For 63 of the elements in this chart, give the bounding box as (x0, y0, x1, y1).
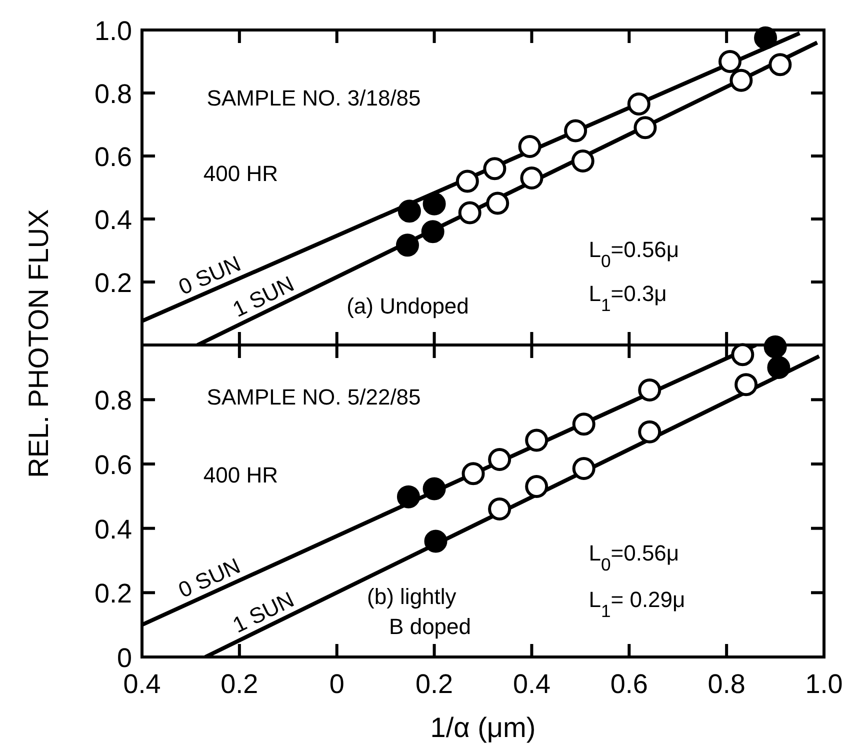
point (398, 200, 421, 223)
y-tick-label: 0.8 (94, 386, 132, 416)
x-tick-label: 0.4 (512, 669, 550, 699)
point (396, 485, 420, 508)
text: 0 SUN (174, 250, 244, 300)
y-tick-label: 0.8 (94, 79, 132, 109)
point (754, 26, 778, 50)
annotation: 400 HR (203, 161, 278, 186)
point (730, 68, 753, 92)
annotation: (a) Undoped (346, 294, 469, 318)
x-tick-label: 0.2 (220, 669, 258, 699)
x-tick-label: 0.2 (416, 669, 454, 699)
point (520, 166, 544, 190)
point (734, 373, 758, 396)
annotation: 400 HR (203, 462, 278, 488)
y-tick-label: 0.6 (94, 450, 132, 480)
point (422, 477, 446, 500)
y-tick-label: 0.2 (94, 578, 132, 609)
annotation: SAMPLE NO. 5/22/85 (206, 384, 421, 410)
y-tick-label: 0.4 (94, 514, 132, 544)
point (396, 234, 419, 257)
point (488, 498, 512, 521)
point (571, 150, 594, 173)
x-axis-title: 1/α (μm) (430, 712, 536, 743)
y-axis-title: REL. PHOTON FLUX (23, 208, 54, 478)
point (456, 170, 479, 193)
point (462, 462, 485, 486)
point (731, 343, 754, 366)
y-tick-label: 0.2 (94, 268, 132, 298)
y-tick-label: 0.4 (94, 205, 132, 235)
point (458, 201, 482, 224)
annotation: L$_{1}$= 0.29μ (588, 587, 686, 622)
point (564, 119, 588, 142)
point (627, 92, 650, 116)
annotation: L$_{0}$=0.56μ (588, 540, 680, 574)
point (525, 428, 548, 452)
annotation: L$_{0}$=0.56μ (588, 236, 680, 271)
point (718, 50, 742, 73)
point (486, 192, 510, 215)
point (572, 412, 596, 436)
text: 1.0 (94, 16, 132, 46)
point (422, 192, 446, 216)
point (638, 378, 662, 402)
x-tick-label: 0 (329, 669, 344, 699)
annotation: SAMPLE NO. 3/18/85 (206, 86, 421, 111)
point (767, 356, 790, 380)
point (424, 530, 448, 553)
point (764, 335, 787, 358)
point (488, 448, 512, 472)
point (634, 116, 657, 140)
y-tick-label: 0.6 (94, 142, 132, 172)
text: 1.0 (805, 669, 843, 699)
annotation: L$_{1}$=0.3μ (588, 280, 667, 315)
point (483, 157, 506, 180)
point (518, 135, 542, 158)
annotation: (b) lightly B doped (367, 584, 472, 639)
point (525, 475, 548, 498)
point (421, 220, 444, 244)
x-tick-label: 0.6 (610, 669, 648, 699)
point (638, 420, 662, 444)
x-tick-label: 0.8 (708, 669, 746, 699)
point (572, 457, 596, 480)
point (768, 53, 792, 76)
